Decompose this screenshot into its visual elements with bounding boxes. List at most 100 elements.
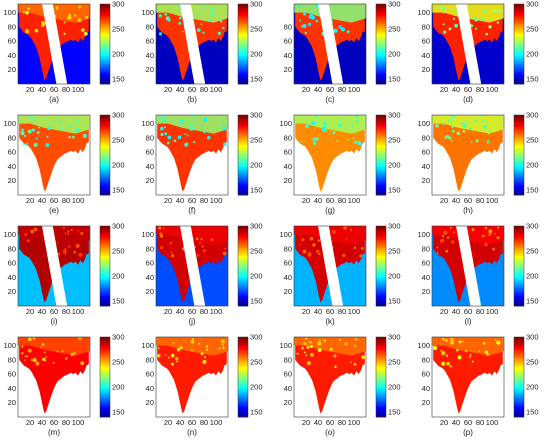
colorbar-segment (100, 48, 110, 51)
colorbar-segment (238, 18, 248, 21)
colorbar-segment (100, 371, 110, 374)
texture-speck (359, 254, 363, 258)
colorbar-segment (100, 355, 110, 358)
texture-speck (203, 117, 208, 122)
colorbar-segment (238, 375, 248, 378)
colorbar-tick-label: 200 (250, 50, 263, 59)
panel-d: 20 40 60 80 100 100 80 60 40 20 (d) 300 250 200 150 (414, 0, 546, 108)
colorbar-segment (100, 30, 110, 33)
colorbar-segment (238, 76, 248, 79)
colorbar-segment (514, 373, 524, 376)
texture-speck (318, 253, 321, 256)
north-band (294, 115, 366, 134)
colorbar-tick-label: 200 (388, 272, 401, 281)
colorbar-segment (100, 153, 110, 156)
colorbar-segment (376, 290, 386, 293)
colorbar-tick-label: 200 (112, 161, 125, 170)
colorbar-segment (514, 359, 524, 362)
texture-speck (435, 124, 439, 128)
colorbar-segment (238, 153, 248, 156)
colorbar-segment (100, 40, 110, 43)
colorbar-segment (100, 187, 110, 190)
colorbar-tick-label: 150 (112, 75, 125, 84)
colorbar-segment (238, 121, 248, 124)
colorbar-segment (100, 183, 110, 186)
colorbar-segment (100, 387, 110, 390)
colorbar-segment (238, 399, 248, 402)
y-tick-label: 100 (3, 341, 16, 350)
texture-speck (158, 226, 162, 230)
texture-speck (317, 341, 322, 346)
colorbar-segment (238, 339, 248, 342)
y-tick-label: 100 (141, 230, 154, 239)
texture-speck (468, 355, 472, 359)
colorbar-segment (376, 173, 386, 176)
colorbar-segment (100, 38, 110, 41)
colorbar-segment (514, 12, 524, 15)
texture-speck (164, 13, 168, 16)
colorbar-segment (100, 411, 110, 414)
colorbar-tick-label: 250 (250, 358, 263, 367)
colorbar-segment (100, 44, 110, 47)
panel-label: (j) (188, 317, 195, 326)
texture-speck (57, 120, 61, 123)
colorbar-segment (514, 40, 524, 43)
texture-speck (70, 228, 73, 232)
texture-speck (66, 233, 69, 235)
colorbar-segment (238, 123, 248, 126)
y-tick-label: 80 (422, 355, 430, 364)
texture-speck (43, 117, 47, 121)
texture-speck (307, 252, 312, 257)
colorbar-segment (514, 268, 524, 271)
colorbar-segment (514, 115, 524, 118)
texture-speck (169, 241, 173, 245)
colorbar-segment (100, 246, 110, 249)
colorbar-segment (238, 12, 248, 15)
texture-speck (199, 242, 202, 244)
colorbar-tick-label: 250 (250, 136, 263, 145)
colorbar-segment (376, 48, 386, 51)
colorbar-segment (100, 159, 110, 162)
colorbar-frame (99, 225, 111, 307)
colorbar-segment (514, 58, 524, 61)
colorbar-segment (514, 46, 524, 49)
texture-speck (359, 143, 362, 146)
colorbar-segment (376, 26, 386, 29)
colorbar-segment (100, 284, 110, 287)
colorbar-segment (100, 14, 110, 17)
colorbar-segment (100, 42, 110, 45)
colorbar-segment (376, 185, 386, 188)
texture-speck (28, 115, 33, 119)
texture-speck (450, 240, 455, 244)
texture-speck (440, 349, 443, 352)
colorbar-tick-label: 250 (250, 25, 263, 34)
colorbar-frame (375, 336, 387, 418)
colorbar-segment (100, 357, 110, 360)
texture-speck (309, 236, 314, 241)
texture-speck (171, 362, 174, 366)
colorbar-segment (238, 26, 248, 29)
texture-speck (487, 139, 490, 142)
colorbar-segment (376, 242, 386, 245)
x-tick-label: 80 (200, 307, 208, 316)
colorbar-segment (238, 278, 248, 281)
colorbar-segment (376, 244, 386, 247)
plot-frame (155, 114, 229, 196)
colorbar-segment (100, 46, 110, 49)
colorbar-segment (100, 24, 110, 27)
colorbar-segment (376, 153, 386, 156)
texture-speck (64, 232, 67, 235)
x-tick-label: 20 (302, 307, 310, 316)
y-tick-label: 40 (8, 273, 16, 282)
colorbar-segment (238, 187, 248, 190)
colorbar-segment (100, 409, 110, 412)
y-tick-label: 40 (8, 162, 16, 171)
texture-speck (78, 5, 81, 9)
texture-speck (75, 119, 79, 123)
north-band (156, 337, 228, 356)
y-tick-label: 60 (422, 148, 430, 157)
colorbar-segment (238, 135, 248, 138)
